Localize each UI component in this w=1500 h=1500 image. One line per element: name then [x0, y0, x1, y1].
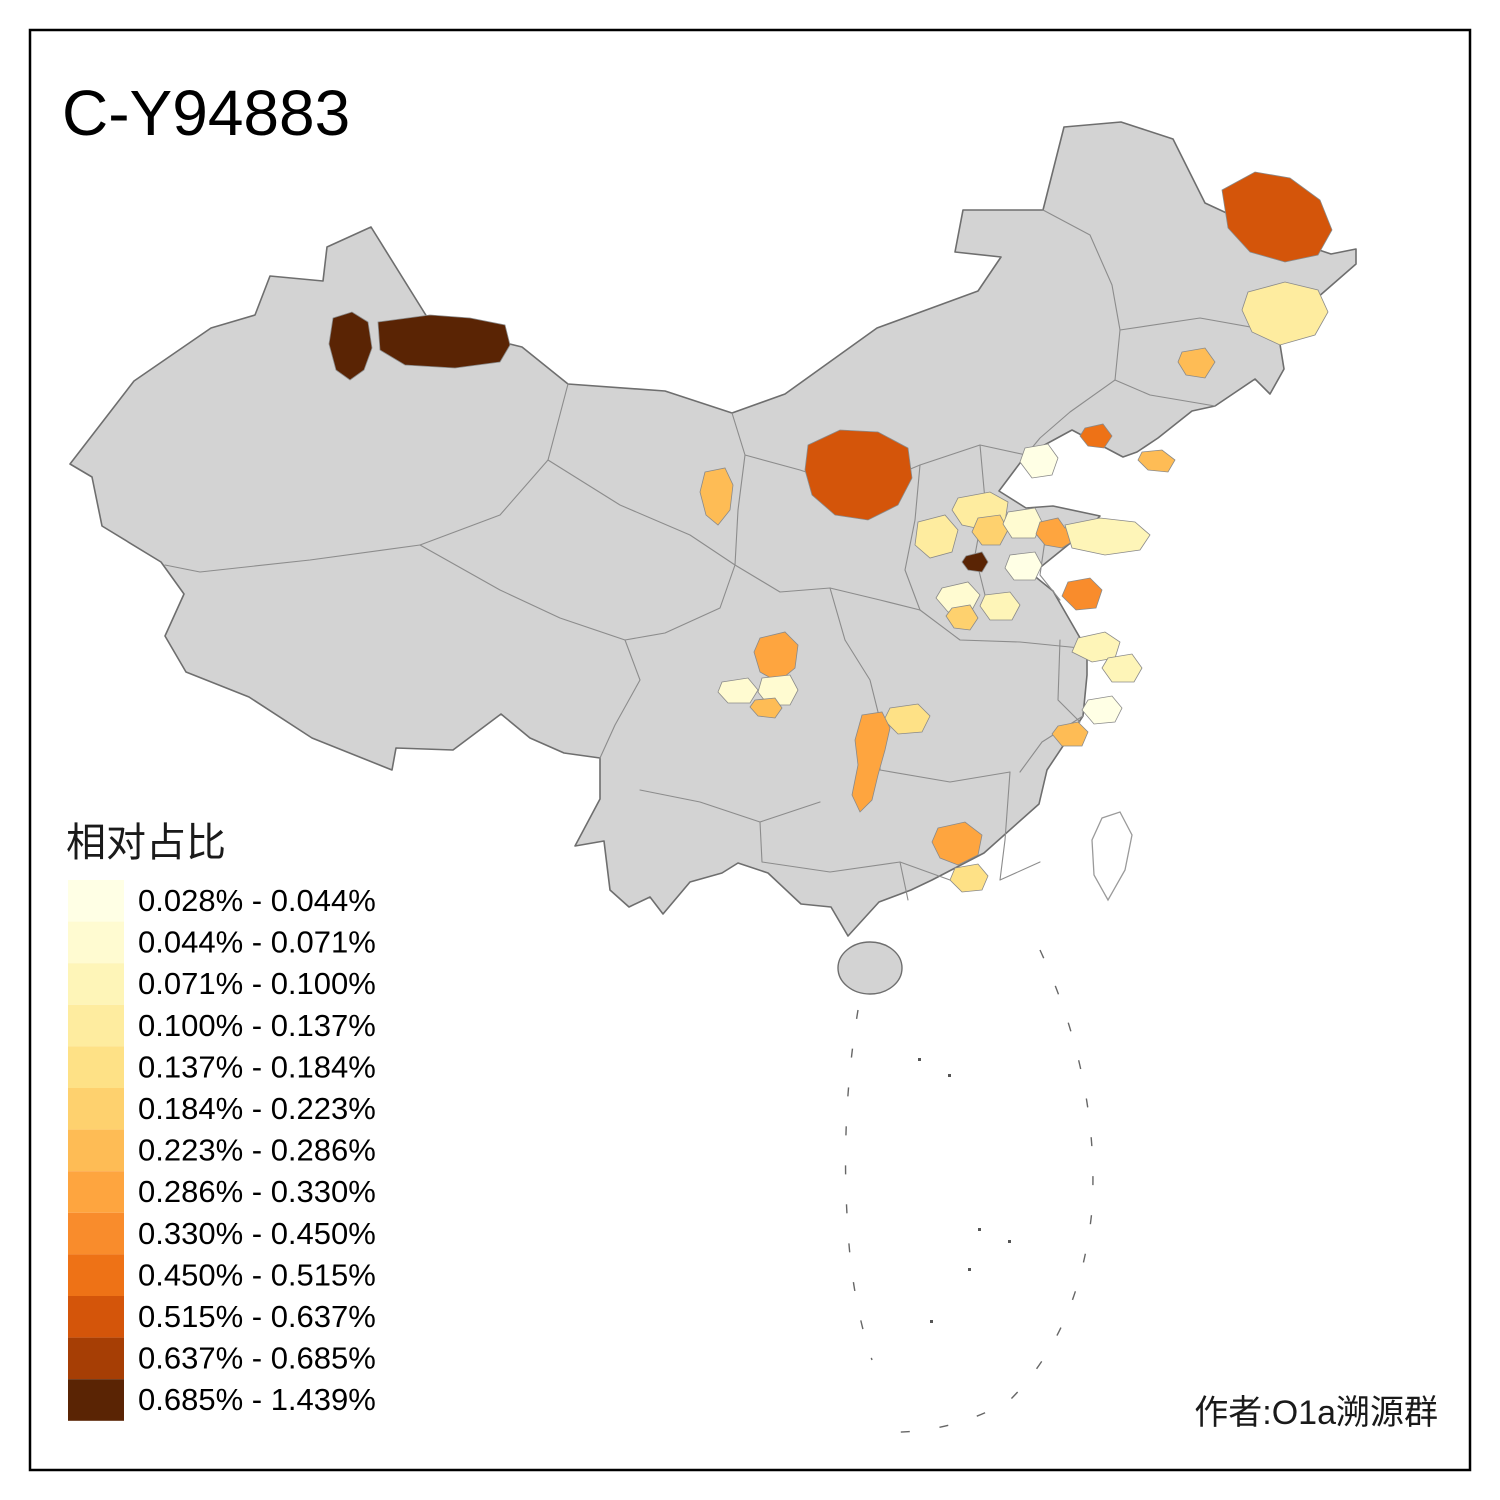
map-region: [851, 711, 891, 813]
legend-label: 0.071% - 0.100%: [138, 966, 376, 1001]
map-region: [1081, 695, 1123, 725]
legend-swatch: [68, 1337, 124, 1380]
legend-label: 0.100% - 0.137%: [138, 1008, 376, 1043]
legend-swatch: [68, 1212, 124, 1255]
map-region: [961, 551, 989, 573]
map-region: [749, 697, 783, 719]
map-region: [931, 821, 983, 866]
legend-label: 0.685% - 1.439%: [138, 1382, 376, 1417]
map-region: [1241, 281, 1329, 346]
legend-swatch: [68, 1046, 124, 1088]
map-region: [1221, 171, 1333, 263]
legend-swatch: [68, 1171, 124, 1213]
legend-label: 0.286% - 0.330%: [138, 1174, 376, 1209]
china-outline: [69, 121, 1357, 937]
legend-swatch: [68, 1129, 124, 1172]
legend-rows: 0.028% - 0.044% 0.044% - 0.071% 0.071% - 0…: [68, 880, 376, 1421]
legend-swatch: [68, 963, 124, 1005]
legend-label: 0.223% - 0.286%: [138, 1133, 376, 1168]
legend: 相对占比 0.028% - 0.044% 0.044% - 0.071% 0.071…: [66, 821, 376, 1421]
page-title: C-Y94883: [62, 77, 350, 149]
legend-swatch: [68, 1296, 124, 1338]
map-region: [328, 311, 373, 381]
map-region: [1064, 517, 1151, 556]
legend-label: 0.450% - 0.515%: [138, 1257, 376, 1292]
map-region: [717, 677, 759, 704]
map-region: [1137, 449, 1176, 473]
map-region: [971, 514, 1009, 546]
figure-border: [28, 28, 1472, 1472]
legend-swatch: [68, 880, 124, 922]
legend-swatch: [68, 1004, 124, 1047]
legend-title: 相对占比: [66, 821, 226, 865]
nine-dash-line: [844, 949, 1094, 1433]
map-region: [945, 604, 979, 631]
map-region: [377, 314, 511, 369]
attribution-text: 作者:O1a溯源群: [1194, 1394, 1438, 1432]
map-region: [1019, 443, 1059, 479]
map-region: [1051, 721, 1089, 747]
data-regions-layer: [328, 171, 1333, 893]
map-region: [1177, 347, 1216, 379]
legend-label: 0.330% - 0.450%: [138, 1216, 376, 1251]
taiwan-island: [1091, 811, 1133, 902]
legend-label: 0.137% - 0.184%: [138, 1049, 376, 1084]
map-region: [699, 467, 734, 526]
map-region: [979, 591, 1021, 621]
map-region: [914, 514, 959, 559]
map-region: [1002, 507, 1043, 539]
legend-label: 0.044% - 0.071%: [138, 925, 376, 960]
legend-swatch: [68, 921, 124, 964]
legend-label: 0.515% - 0.637%: [138, 1299, 376, 1334]
hainan-island: [837, 941, 903, 995]
legend-label: 0.184% - 0.223%: [138, 1091, 376, 1126]
legend-swatch: [68, 1088, 124, 1130]
legend-label: 0.637% - 0.685%: [138, 1341, 376, 1376]
map-region: [1061, 577, 1103, 611]
map-region: [757, 674, 799, 706]
map-region: [1004, 551, 1043, 581]
map-canvas: [69, 121, 1357, 1433]
legend-swatch: [68, 1254, 124, 1296]
map-region: [1101, 653, 1143, 683]
legend-label: 0.028% - 0.044%: [138, 883, 376, 918]
legend-swatch: [68, 1379, 124, 1421]
map-region: [949, 863, 989, 893]
map-region: [1079, 423, 1113, 449]
map-region: [804, 429, 913, 521]
